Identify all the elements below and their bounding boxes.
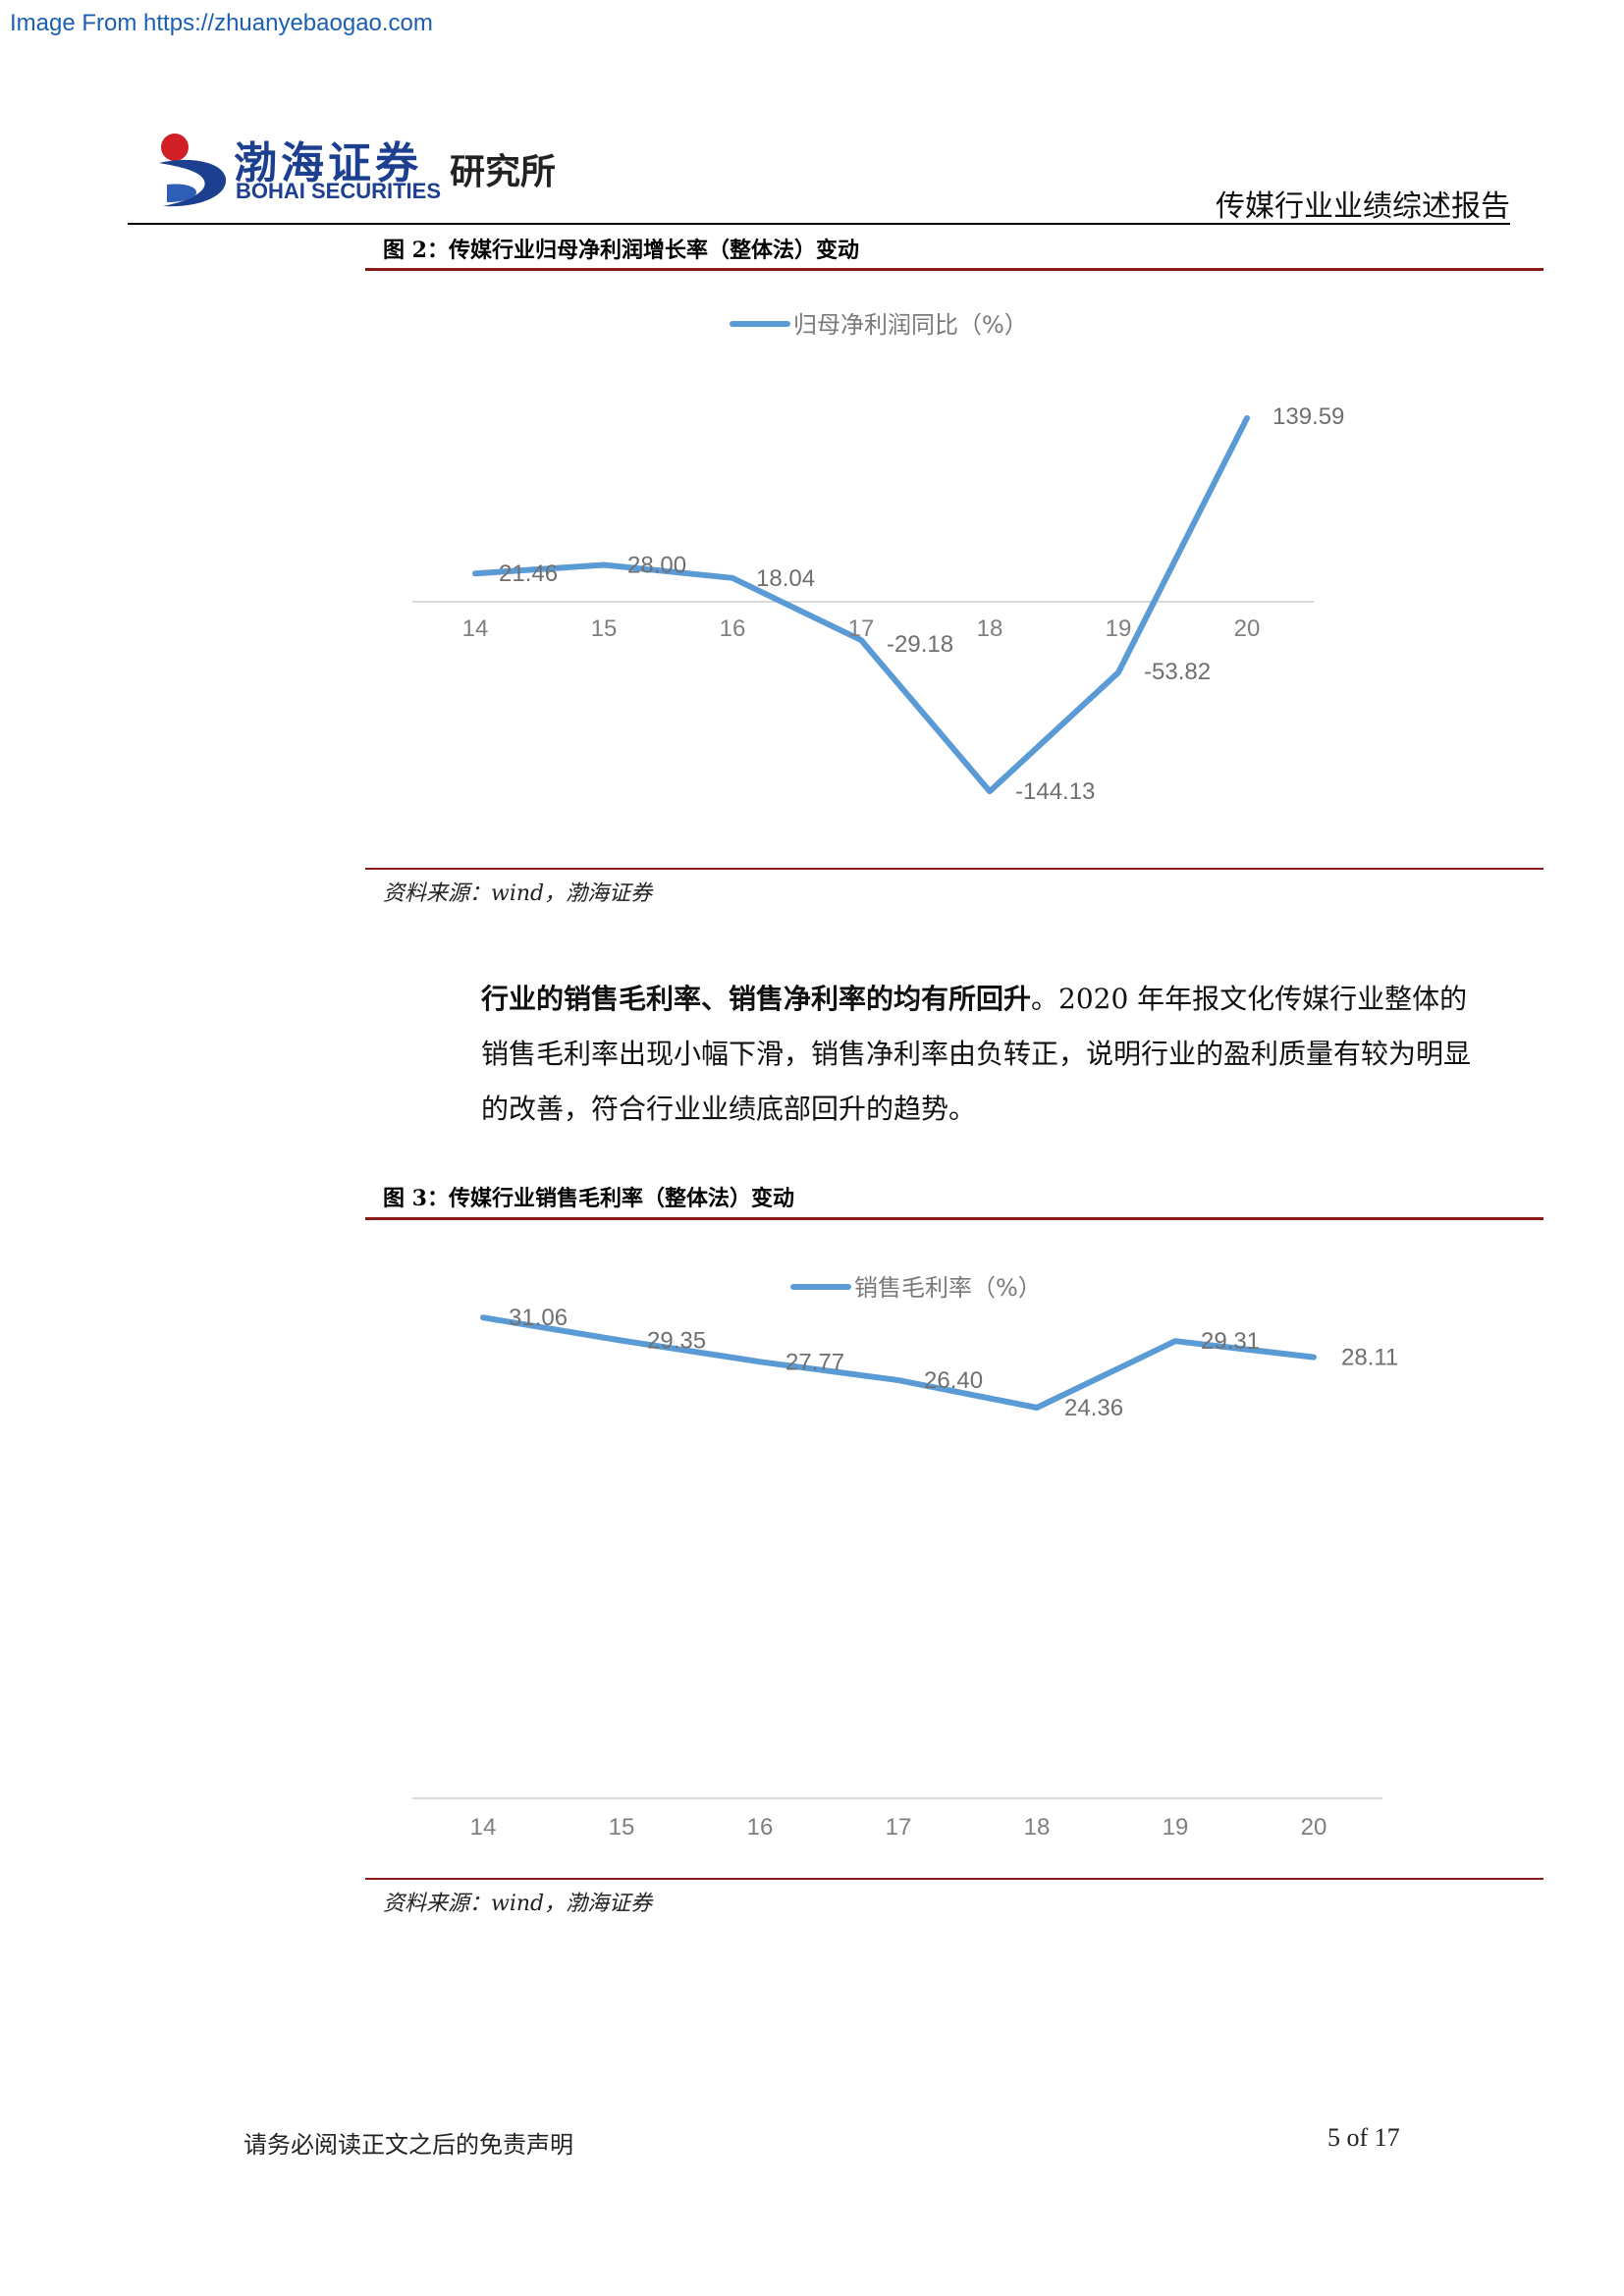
fig2-data-label-16: 18.04 [756, 565, 815, 592]
fig2-tick-17: 17 [848, 615, 875, 642]
fig3-legend-label: 销售毛利率（%） [854, 1274, 1042, 1302]
fig3-tick-20: 20 [1301, 1814, 1327, 1841]
fig3-data-label-17: 26.40 [924, 1367, 983, 1394]
fig3-tick-14: 14 [470, 1814, 497, 1841]
bohai-logo-icon [159, 133, 227, 207]
figure2-source: 资料来源：wind，渤海证券 [383, 881, 653, 906]
figure2-caption: 图 2：传媒行业归母净利润增长率（整体法）变动 [383, 238, 859, 263]
fig2-point-19 [1117, 671, 1119, 674]
fig3-tick-17: 17 [886, 1814, 912, 1841]
fig3-point-19 [1174, 1340, 1176, 1343]
fig2-point-15 [603, 563, 605, 566]
figure3-source: 资料来源：wind，渤海证券 [383, 1892, 653, 1916]
fig2-data-label-14: 21.46 [499, 561, 558, 587]
fig2-point-18 [989, 790, 991, 793]
report-title: 传媒行业业绩综述报告 [1216, 189, 1510, 224]
fig3-data-label-20: 28.11 [1341, 1345, 1398, 1371]
fig2-point-20 [1246, 416, 1248, 419]
fig3-point-16 [759, 1361, 761, 1363]
fig3-data-label-15: 29.35 [647, 1328, 706, 1355]
fig3-tick-19: 19 [1163, 1814, 1189, 1841]
fig2-data-label-15: 28.00 [627, 552, 686, 578]
fig3-point-20 [1313, 1356, 1315, 1359]
fig3-point-15 [621, 1339, 623, 1342]
footer-disclaimer: 请务必阅读正文之后的免责声明 [244, 2131, 573, 2159]
figure3-top-rule [365, 1217, 1543, 1220]
body-paragraph: 行业的销售毛利率、销售净利率的均有所回升。2020 年年报文化传媒行业整体的销售… [481, 972, 1492, 1137]
page-number: 5 of 17 [1327, 2123, 1400, 2152]
paragraph-text: 。2020 年年报文化传媒行业整体的销售毛利率出现小幅下滑，销售净利率由负转正，… [481, 983, 1472, 1125]
logo-english-name: BOHAI SECURITIES [236, 179, 442, 203]
figure2-line-chart: 归母净利润同比（%） 14 21.46 15 28.00 16 18.04 17 -29.18 1… [412, 311, 1344, 805]
fig2-point-14 [474, 572, 476, 575]
fig2-tick-19: 19 [1106, 615, 1132, 642]
fig2-tick-20: 20 [1234, 615, 1261, 642]
fig2-data-label-19: -53.82 [1144, 659, 1211, 685]
fig3-tick-15: 15 [609, 1814, 635, 1841]
fig3-tick-18: 18 [1024, 1814, 1051, 1841]
paragraph-lead: 行业的销售毛利率、销售净利率的均有所回升 [481, 983, 1032, 1015]
figure2-top-rule [365, 268, 1543, 271]
fig3-data-label-19: 29.31 [1201, 1328, 1260, 1355]
fig2-legend-label: 归母净利润同比（%） [793, 311, 1028, 339]
fig3-point-18 [1036, 1407, 1038, 1409]
fig2-tick-18: 18 [977, 615, 1003, 642]
fig2-point-16 [731, 576, 733, 579]
fig3-data-label-16: 27.77 [785, 1349, 844, 1375]
fig2-series-line [472, 414, 1250, 795]
figure3-line-chart: 销售毛利率（%） 14 31.06 15 29.35 16 27.77 17 26.40 18 24… [412, 1274, 1398, 1841]
fig3-data-label-18: 24.36 [1064, 1395, 1123, 1421]
figure3-caption: 图 3：传媒行业销售毛利率（整体法）变动 [383, 1186, 794, 1211]
header-divider [128, 223, 1510, 225]
figure2-bottom-rule [365, 868, 1543, 870]
fig3-series-line [480, 1314, 1317, 1411]
fig2-data-label-17: -29.18 [887, 631, 953, 658]
fig3-point-17 [897, 1379, 899, 1382]
fig2-tick-15: 15 [591, 615, 618, 642]
fig2-point-17 [860, 639, 862, 642]
fig2-tick-14: 14 [462, 615, 489, 642]
fig3-point-14 [482, 1316, 484, 1319]
fig3-tick-16: 16 [747, 1814, 774, 1841]
bohai-logo: 渤海证券 BOHAI SECURITIES 研究所 [153, 128, 566, 216]
source-link[interactable]: Image From https://zhuanyebaogao.com [10, 10, 433, 36]
figure3-bottom-rule [365, 1878, 1543, 1880]
fig2-data-label-20: 139.59 [1272, 403, 1344, 430]
fig2-tick-16: 16 [720, 615, 746, 642]
logo-institute: 研究所 [450, 151, 557, 192]
fig2-data-label-18: -144.13 [1015, 778, 1095, 805]
logo-chinese-name: 渤海证券 [234, 138, 422, 188]
fig3-data-label-14: 31.06 [509, 1305, 568, 1331]
